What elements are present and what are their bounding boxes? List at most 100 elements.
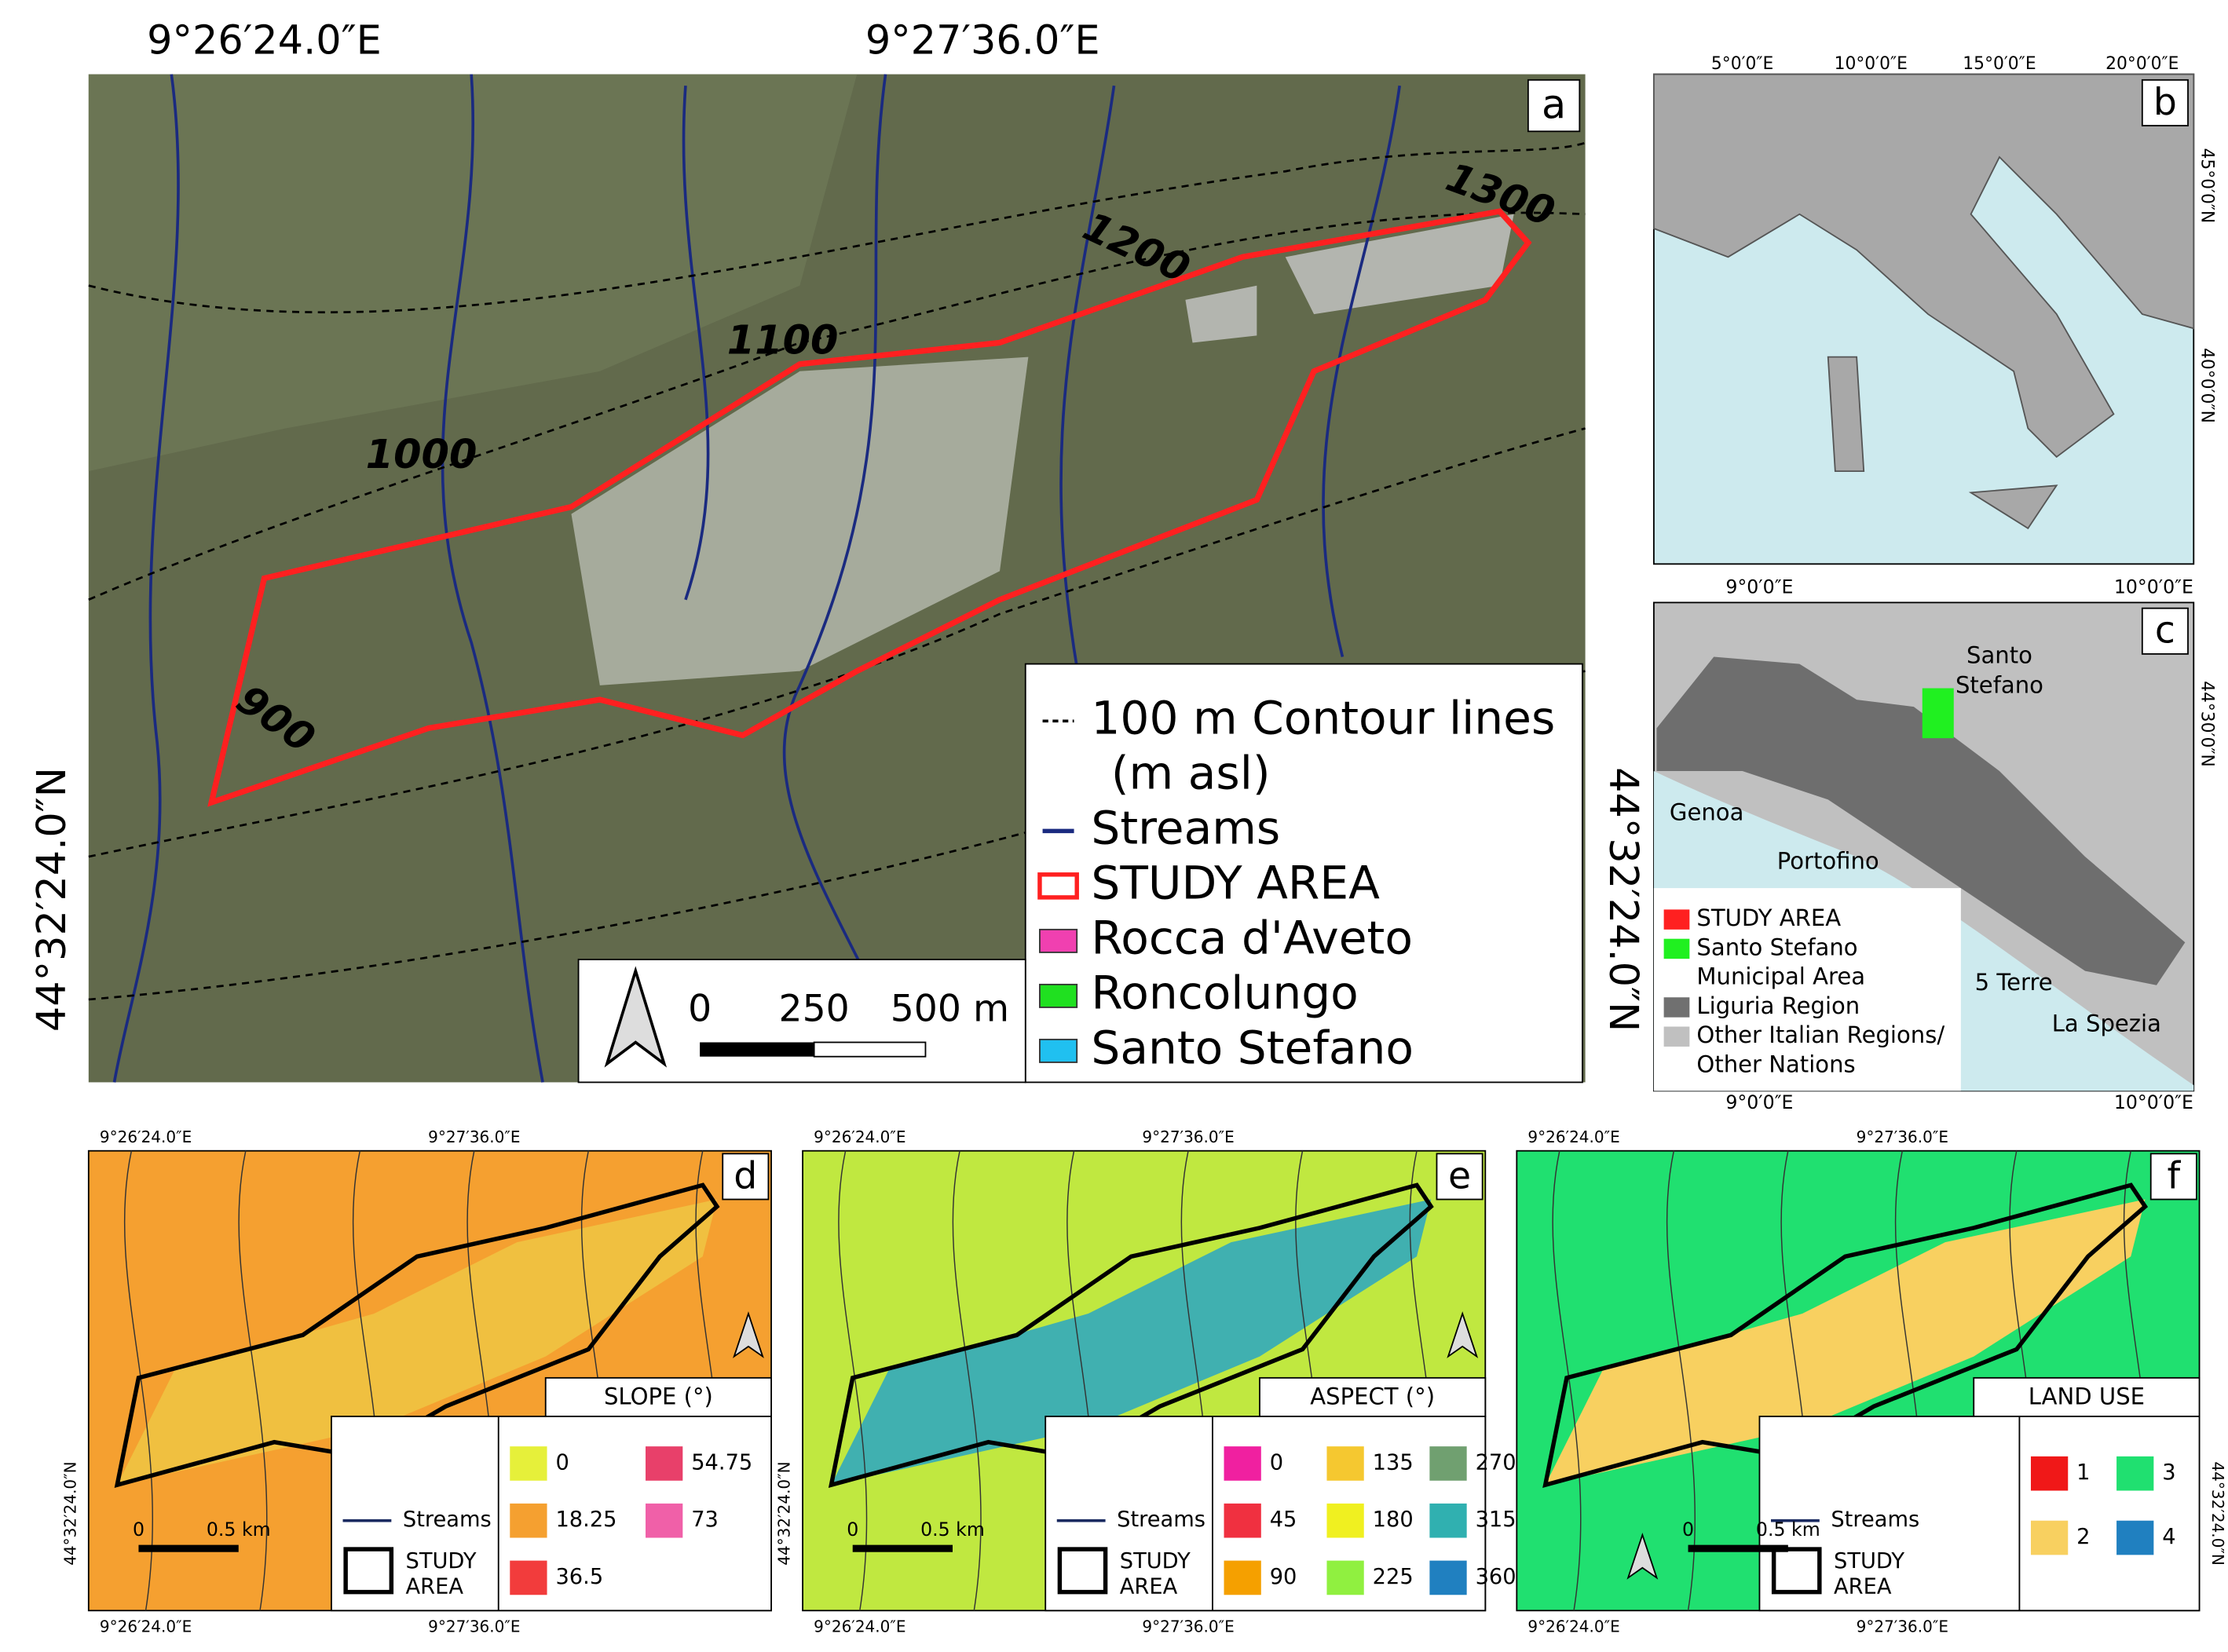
legend-label: 45 (1270, 1508, 1297, 1532)
legend-label: Santo Stefano (1696, 934, 1857, 960)
coord-label: 44°32′24.0″N (29, 767, 75, 1032)
legend-symbol (1663, 938, 1690, 959)
legend-label: 18.25 (555, 1508, 616, 1532)
urban-area (1185, 214, 1514, 343)
panel-label-box (2141, 607, 2189, 655)
land-cover (1545, 1199, 2146, 1486)
legend-symbol (1663, 1026, 1690, 1047)
legend-label: 0 (555, 1450, 569, 1475)
coord-label: 9°27′36.0″E (428, 1617, 520, 1636)
legend-symbol (1039, 983, 1078, 1008)
panel-label: c (2155, 609, 2175, 652)
coord-label: 9°26′24.0″E (814, 1128, 905, 1146)
scale-box (577, 959, 1026, 1084)
contour-label: 1000 (366, 432, 477, 478)
legend-label: Other Italian Regions/ (1696, 1022, 1944, 1048)
coord-label: 9°27′36.0″E (1142, 1128, 1234, 1146)
legend-label: 4 (2162, 1525, 2175, 1549)
coord-label: 9°26′24.0″E (1527, 1617, 1619, 1636)
legend-box (1024, 663, 1583, 1084)
urban-area (571, 356, 1029, 685)
legend-label: 270 (1476, 1450, 1516, 1475)
stream (952, 1150, 982, 1611)
legend-title: ASPECT (°) (1310, 1383, 1435, 1409)
coord-label: 40°0′0″N (2197, 348, 2217, 423)
legend-label: STUDY (1834, 1549, 1904, 1573)
coord-label: 9°26′24.0″E (100, 1128, 192, 1146)
scale-bar (1688, 1544, 1788, 1552)
legend-label: 90 (1270, 1565, 1297, 1589)
coord-label: 9°27′36.0″E (1857, 1128, 1948, 1146)
north-arrow (1626, 1533, 1659, 1580)
coord-label: 44°32′24.0″N (2208, 1461, 2227, 1565)
title-box (1259, 1376, 1487, 1417)
scale-label: 0.5 km (1756, 1519, 1820, 1541)
coord-label: 20°0′0″E (2105, 54, 2179, 74)
place-label: Santo (1966, 642, 2032, 669)
scale-label: 0 (1682, 1519, 1694, 1541)
legend-label: Liguria Region (1696, 992, 1860, 1019)
legend-swatch (1429, 1503, 1467, 1538)
coord-label: 9°26′24.0″E (814, 1617, 905, 1636)
coord-label: 44°32′24.0″N (775, 1461, 794, 1565)
contour-label: 1100 (727, 317, 839, 364)
scale-label: 0 (133, 1519, 145, 1541)
coord-label: 15°0′0″E (1963, 54, 2036, 74)
legend-swatch (2030, 1520, 2069, 1555)
legend-label: 0 (1270, 1450, 1283, 1475)
place-label: Portofino (1777, 847, 1879, 874)
scale-bar (700, 1042, 814, 1057)
legend-label: Santo Stefano (1091, 1022, 1414, 1075)
scale-bar (138, 1544, 239, 1552)
study-area-outline (207, 208, 1532, 807)
scale-bar (813, 1041, 927, 1058)
legend-label: Roncolungo (1091, 967, 1358, 1020)
legend-label: 36.5 (555, 1565, 603, 1589)
legend-label: STUDY (406, 1549, 477, 1573)
land (1652, 73, 2195, 459)
legend-box (1653, 888, 1961, 1091)
coord-label: 9°27′36.0″E (1142, 1617, 1234, 1636)
legend-symbol (343, 1547, 394, 1595)
coord-label: 9°26′24.0″E (147, 18, 382, 64)
panel-label-box (2141, 79, 2189, 126)
stream (1552, 1150, 1582, 1611)
panel-label: e (1448, 1154, 1471, 1197)
place-label: La Spezia (2052, 1011, 2161, 1037)
liguria (1656, 656, 2186, 985)
legend-label: Streams (403, 1508, 492, 1532)
panel-label: a (1542, 82, 1566, 128)
legend-label: AREA (1834, 1575, 1892, 1599)
legend-label: 180 (1373, 1508, 1414, 1532)
panel-c: STUDY AREA Santo Stefano Municipal AreaLig… (1652, 576, 2217, 1113)
legend-symbol (1037, 872, 1079, 900)
legend-label: (m asl) (1111, 746, 1271, 799)
legend-box (1044, 1416, 1487, 1612)
stream (838, 1150, 868, 1611)
legend-label: STUDY AREA (1696, 905, 1841, 931)
contour-lines (88, 141, 1586, 1001)
legend-symbol (1771, 1547, 1822, 1595)
place-label: Genoa (1670, 799, 1743, 826)
legend-label: 315 (1476, 1508, 1516, 1532)
scale-label: 0 (688, 987, 712, 1030)
panel-b: 5°0′0″E 10°0′0″E 15°0′0″E 20°0′0″E 45°0′… (1652, 54, 2217, 565)
stream (238, 1150, 268, 1611)
legend-swatch (1326, 1446, 1364, 1481)
legend-swatch (2116, 1456, 2154, 1491)
terrain (88, 74, 858, 472)
legend-label: AREA (406, 1575, 464, 1599)
legend-swatch (510, 1446, 547, 1481)
legend-swatch (646, 1446, 683, 1481)
scale-label: 0.5 km (920, 1519, 985, 1541)
legend-label: Rocca d'Aveto (1091, 911, 1413, 964)
land-cover (831, 1199, 1432, 1486)
panel-label: b (2153, 81, 2177, 124)
legend-label: 3 (2162, 1460, 2175, 1485)
stream (123, 1150, 154, 1611)
legend-swatch (1326, 1503, 1364, 1538)
place-label: 5 Terre (1975, 969, 2053, 996)
